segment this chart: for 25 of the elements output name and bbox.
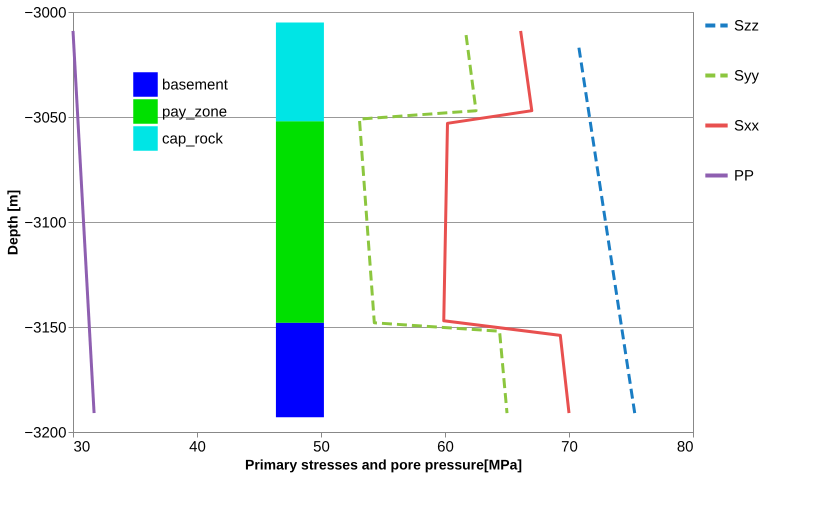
- x-tick-label: 80: [676, 438, 694, 456]
- y-tick-label: −3150: [24, 320, 66, 336]
- line-series: [442, 29, 570, 415]
- x-tick-label: 30: [74, 438, 90, 456]
- x-tick-label: 40: [189, 438, 206, 456]
- legend-label: pay_zone: [162, 104, 228, 120]
- x-tick-label: 50: [313, 438, 330, 456]
- y-axis-title: Depth [m]: [4, 190, 20, 256]
- x-axis-title: Primary stresses and pore pressure[MPa]: [244, 456, 522, 472]
- legend-label: PP: [734, 168, 754, 184]
- legend-label: basement: [162, 76, 229, 94]
- line-series: [358, 34, 508, 415]
- legend-label: Szz: [734, 18, 760, 34]
- bar: [276, 22, 324, 122]
- legend-label: cap_rock: [162, 130, 224, 148]
- legend-label: Sxx: [734, 118, 760, 134]
- x-tick-label: 60: [437, 438, 454, 456]
- bar: [276, 322, 324, 418]
- bar: [276, 121, 324, 323]
- x-tick-label: 70: [561, 438, 578, 456]
- y-tick-label: −3100: [24, 214, 66, 232]
- legend-label: Syy: [734, 68, 760, 84]
- y-tick-label: −3000: [24, 4, 66, 22]
- y-tick-label: −3200: [24, 424, 66, 442]
- y-tick-label: −3050: [24, 110, 66, 126]
